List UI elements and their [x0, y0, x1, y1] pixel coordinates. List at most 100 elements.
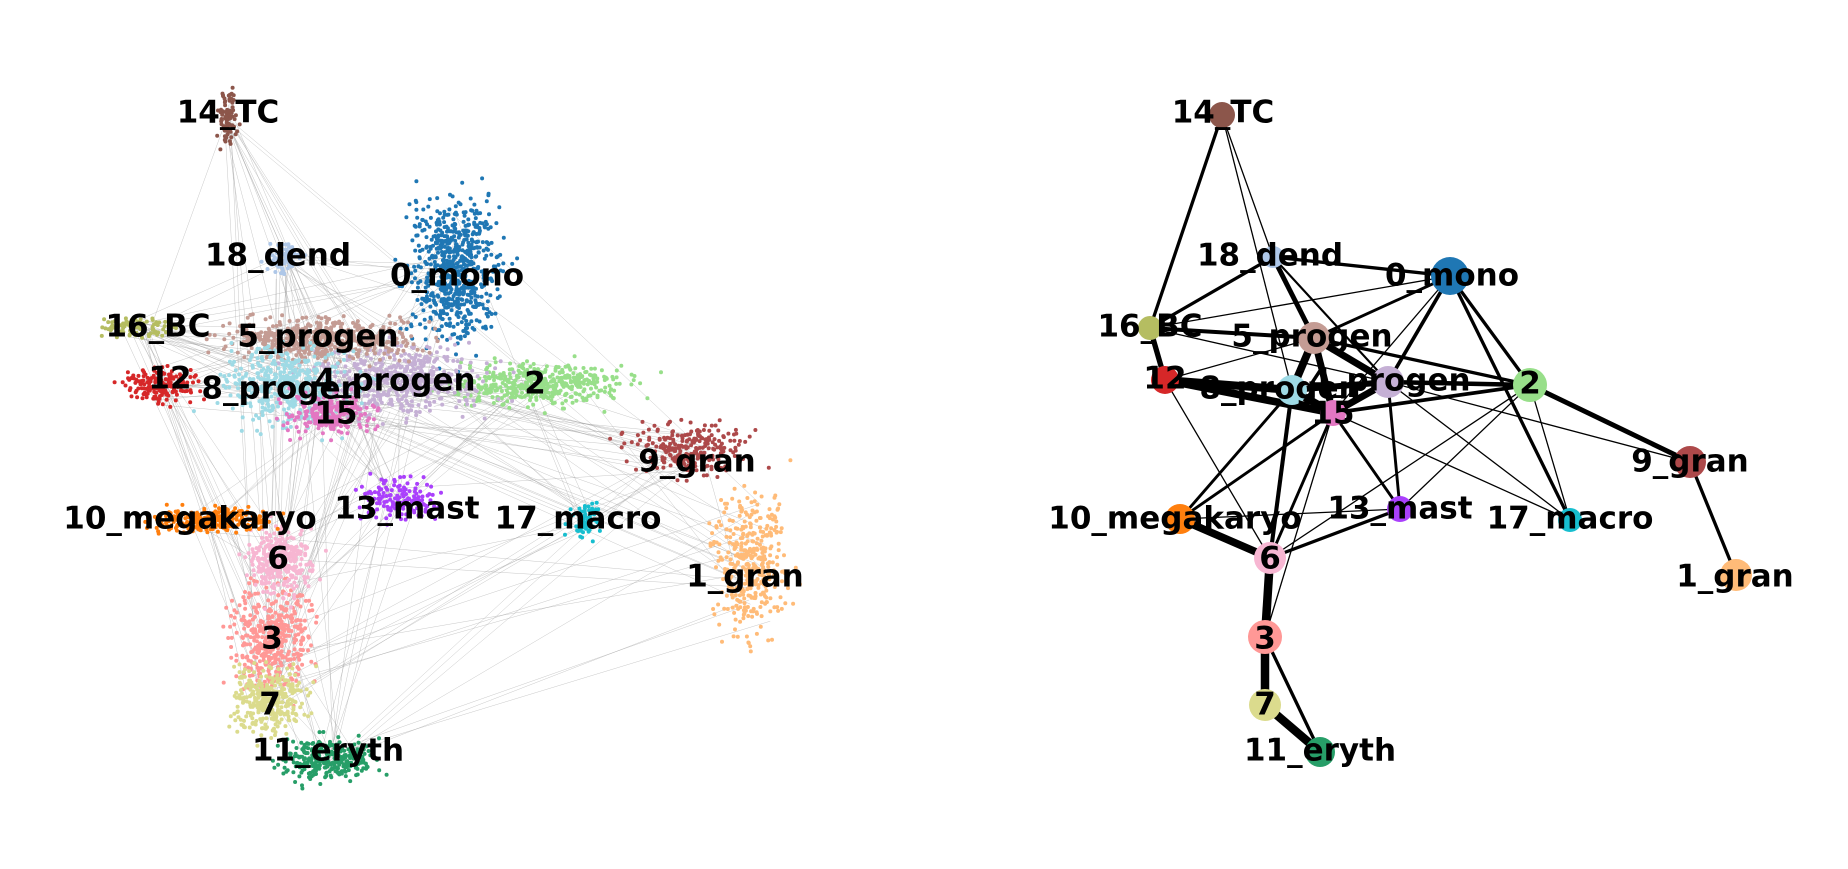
embedding-edge [208, 523, 248, 700]
paga-node-5_progen [1298, 322, 1330, 354]
cluster-label-6: 6 [267, 541, 289, 577]
embedding-edge [225, 116, 763, 569]
embedding-edge [226, 121, 554, 396]
cluster-cells-7 [227, 660, 319, 748]
cluster-cells-13_mast [353, 471, 444, 527]
paga-node-label-14_TC: 14_TC [1172, 95, 1275, 131]
paga-edge-10_megakaryo-6 [1178, 515, 1272, 562]
paga-node-3 [1248, 620, 1282, 654]
paga-node-label-1_gran: 1_gran [1676, 559, 1794, 595]
embedding-edge [138, 263, 282, 335]
paga-edge-0_mono-16_BC [1149, 275, 1451, 329]
embedding-edge [581, 463, 691, 526]
embedding-edge [164, 392, 280, 565]
paga-edge-4_progen-8_progen [1291, 378, 1389, 394]
embedding-edge [277, 411, 391, 675]
paga-edge-4_progen-17_macro [1387, 381, 1571, 521]
embedding-edge [327, 398, 407, 768]
embedding-edge [232, 134, 285, 253]
embedding-edge [319, 620, 771, 759]
cluster-cells-0_mono [393, 176, 520, 374]
paga-node-label-9_gran: 9_gran [1631, 444, 1749, 480]
embedding-edge [335, 424, 696, 435]
paga-node-label-5_progen: 5_progen [1231, 319, 1392, 355]
paga-node-label-2: 2 [1519, 366, 1541, 402]
paga-edge-0_mono-15 [1332, 275, 1451, 414]
paga-node-10_megakaryo [1165, 504, 1195, 534]
cluster-cells-17_macro [563, 500, 602, 544]
embedding-edge [286, 559, 748, 588]
paga-node-label-7: 7 [1254, 687, 1276, 723]
paga-edge-15-17_macro [1332, 412, 1571, 521]
embedding-edge [149, 329, 211, 519]
cluster-cells-16_BC [99, 316, 178, 340]
cluster-label-1_gran: 1_gran [686, 559, 804, 595]
embedding-edge [146, 276, 442, 335]
embedding-edge [282, 256, 743, 561]
embedding-edge [268, 375, 309, 668]
paga-edge-15-2 [1332, 383, 1531, 415]
embedding-edge [286, 253, 317, 377]
paga-node-label-10_megakaryo: 10_megakaryo [1048, 501, 1301, 537]
paga-edge-14_TC-16_BC [1148, 114, 1224, 329]
paga-edge-2-9_gran [1528, 382, 1692, 465]
embedding-edge [260, 436, 701, 714]
embedding-edge [281, 443, 689, 668]
paga-edge-15-13_mast [1331, 412, 1402, 510]
cluster-label-12: 12 [148, 361, 191, 397]
embedding-edge [277, 550, 747, 684]
embedding-graph-edges [118, 100, 771, 775]
embedding-edge [275, 263, 277, 554]
paga-node-11_eryth [1305, 737, 1335, 767]
embedding-edge [525, 386, 587, 528]
cluster-label-13_mast: 13_mast [334, 491, 479, 527]
embedding-edge [270, 458, 695, 708]
embedding-edge [327, 409, 581, 518]
paga-node-18_dend [1262, 246, 1284, 268]
cluster-label-11_eryth: 11_eryth [252, 733, 404, 769]
embedding-edge [319, 434, 684, 771]
cluster-cells-5_progen [204, 312, 440, 369]
paga-node-14_TC [1209, 102, 1235, 128]
embedding-edge [295, 570, 338, 751]
embedding-edge [122, 323, 741, 557]
cluster-cells-1_gran [707, 458, 802, 654]
embedding-edge [269, 377, 545, 526]
cluster-label-16_BC: 16_BC [105, 309, 210, 345]
embedding-edge [225, 118, 408, 511]
paga-node-4_progen [1372, 366, 1404, 398]
paga-edge-15-3 [1264, 412, 1334, 638]
paga-edge-14_TC-18_dend [1221, 114, 1274, 258]
embedding-edge [409, 387, 546, 504]
paga-node-label-3: 3 [1254, 621, 1276, 657]
paga-node-label-13_mast: 13_mast [1327, 491, 1472, 527]
paga-graph-panel: 0_mono 1_gran 2 3 4_progen 5_progen 6 7 8_progen… [1048, 95, 1793, 769]
embedding-edge [158, 274, 445, 324]
cluster-cells-15 [274, 386, 381, 443]
embedding-edge [324, 514, 412, 768]
embedding-edge [164, 405, 683, 451]
embedding-edge [321, 418, 691, 471]
embedding-edge [336, 599, 750, 761]
embedding-edge [283, 260, 747, 586]
paga-edge-2-13_mast [1399, 384, 1531, 510]
paga-edge-0_mono-2 [1448, 275, 1532, 386]
cluster-label-4_progen: 4_progen [314, 363, 475, 399]
paga-node-15 [1320, 400, 1346, 426]
paga-edge-18_dend-4_progen [1272, 256, 1389, 383]
embedding-edge [149, 119, 227, 330]
embedding-edge [287, 524, 588, 677]
cluster-cells-12 [112, 364, 206, 409]
embedding-edge [334, 608, 737, 751]
paga-edge-0_mono-4_progen [1386, 275, 1452, 383]
paga-edge-2-17_macro [1529, 384, 1571, 521]
embedding-edge [167, 251, 457, 385]
paga-edge-8_progen-10_megakaryo [1178, 389, 1294, 520]
embedding-edge [269, 504, 757, 667]
paga-node-6 [1254, 542, 1286, 574]
paga-node-17_macro [1558, 508, 1582, 532]
cluster-cells-3 [221, 576, 319, 713]
cluster-cells-10_megakaryo [143, 502, 286, 536]
paga-edge-6-13_mast [1269, 507, 1401, 560]
cluster-label-8_progen: 8_progen [201, 371, 362, 407]
